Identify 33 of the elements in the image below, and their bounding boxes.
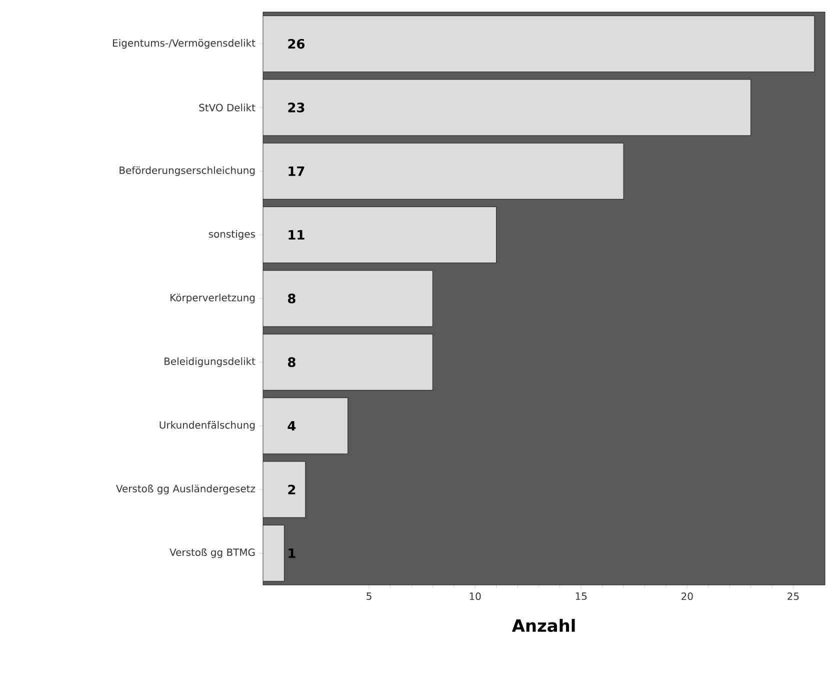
- y-tick-label: Eigentums-/Vermögensdelikt: [113, 39, 256, 49]
- data-label: 17: [288, 166, 304, 176]
- bar: [263, 142, 624, 200]
- bar: [263, 398, 348, 454]
- bar: [263, 206, 496, 264]
- data-label: 8: [288, 357, 296, 368]
- y-tick-label: sonstiges: [208, 230, 255, 240]
- y-tick-label: Körperverletzung: [170, 294, 255, 304]
- y-tick-label: Beförderungserschleichung: [120, 166, 255, 176]
- x-tick-label: 5: [366, 592, 372, 600]
- x-tick-label: 20: [682, 592, 693, 600]
- y-tick-label: Beleidigungsdelikt: [164, 357, 256, 367]
- data-label: 26: [288, 38, 305, 49]
- bar: [263, 270, 433, 327]
- data-label: 8: [288, 294, 296, 304]
- data-label: 2: [288, 484, 296, 494]
- x-axis-title: Anzahl: [512, 618, 575, 632]
- y-tick-label: Verstoß gg BTMG: [170, 548, 255, 558]
- y-tick-label: StVO Delikt: [199, 104, 256, 112]
- data-label: 23: [288, 102, 304, 112]
- y-tick-label: Verstoß gg Ausländergesetz: [116, 484, 256, 494]
- data-label: 4: [288, 421, 296, 431]
- x-tick-label: 15: [576, 592, 587, 600]
- bar: [263, 334, 433, 390]
- bar: [263, 461, 306, 518]
- bar: [263, 16, 815, 72]
- data-label: 11: [288, 230, 304, 240]
- bar: [263, 524, 284, 582]
- x-tick-label: 25: [788, 592, 799, 600]
- data-label: 1: [288, 548, 296, 558]
- bar: [263, 79, 751, 136]
- x-tick-label: 10: [470, 592, 481, 600]
- y-tick-label: Urkundenfälschung: [160, 421, 255, 431]
